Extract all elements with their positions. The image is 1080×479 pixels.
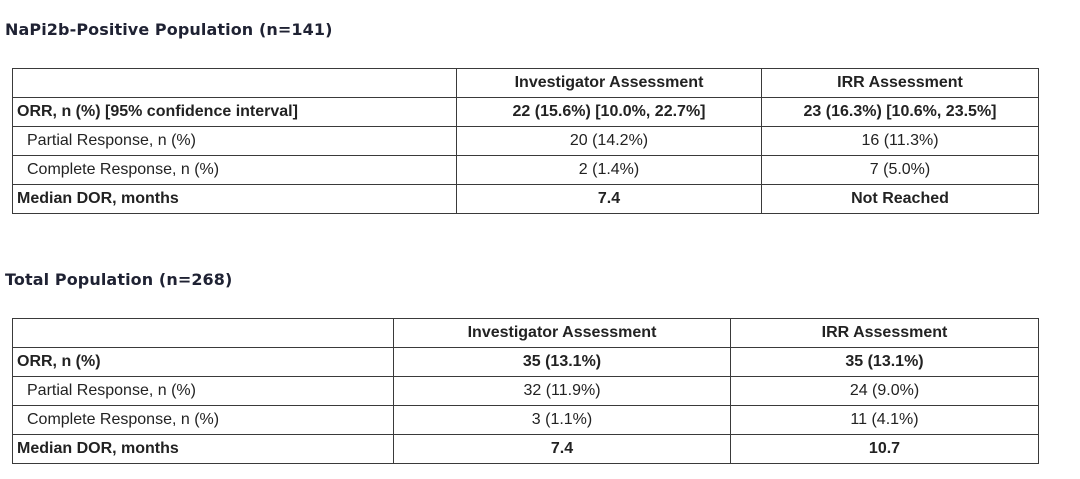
investigator-value: 7.4	[456, 184, 762, 214]
table-row-complete-response: Complete Response, n (%) 2 (1.4%) 7 (5.0…	[12, 155, 1039, 185]
irr-value: 23 (16.3%) [10.6%, 23.5%]	[761, 97, 1039, 127]
row-label: Partial Response, n (%)	[12, 376, 394, 406]
investigator-value: 3 (1.1%)	[393, 405, 731, 435]
header-cell-investigator: Investigator Assessment	[393, 318, 731, 348]
napi2b-results-table: Investigator Assessment IRR Assessment O…	[12, 68, 1039, 214]
table-row-orr: ORR, n (%) [95% confidence interval] 22 …	[12, 97, 1039, 127]
table-row-orr: ORR, n (%) 35 (13.1%) 35 (13.1%)	[12, 347, 1039, 377]
row-label: Median DOR, months	[12, 184, 457, 214]
row-label: ORR, n (%) [95% confidence interval]	[12, 97, 457, 127]
irr-value: 11 (4.1%)	[730, 405, 1039, 435]
header-cell-irr: IRR Assessment	[730, 318, 1039, 348]
table-row-complete-response: Complete Response, n (%) 3 (1.1%) 11 (4.…	[12, 405, 1039, 435]
row-label: ORR, n (%)	[12, 347, 394, 377]
irr-value: 16 (11.3%)	[761, 126, 1039, 156]
row-label: Complete Response, n (%)	[12, 155, 457, 185]
header-cell-empty	[12, 318, 394, 348]
section-title-napi2b: NaPi2b-Positive Population (n=141)	[5, 20, 333, 39]
investigator-value: 35 (13.1%)	[393, 347, 731, 377]
investigator-value: 22 (15.6%) [10.0%, 22.7%]	[456, 97, 762, 127]
investigator-value: 2 (1.4%)	[456, 155, 762, 185]
header-cell-irr: IRR Assessment	[761, 68, 1039, 98]
total-results-table: Investigator Assessment IRR Assessment O…	[12, 318, 1039, 464]
irr-value: 7 (5.0%)	[761, 155, 1039, 185]
table-row-partial-response: Partial Response, n (%) 32 (11.9%) 24 (9…	[12, 376, 1039, 406]
table-row-median-dor: Median DOR, months 7.4 Not Reached	[12, 184, 1039, 214]
irr-value: 10.7	[730, 434, 1039, 464]
table-header-row: Investigator Assessment IRR Assessment	[12, 68, 1039, 98]
table-row-median-dor: Median DOR, months 7.4 10.7	[12, 434, 1039, 464]
investigator-value: 20 (14.2%)	[456, 126, 762, 156]
irr-value: Not Reached	[761, 184, 1039, 214]
row-label: Median DOR, months	[12, 434, 394, 464]
header-cell-investigator: Investigator Assessment	[456, 68, 762, 98]
investigator-value: 32 (11.9%)	[393, 376, 731, 406]
row-label: Complete Response, n (%)	[12, 405, 394, 435]
investigator-value: 7.4	[393, 434, 731, 464]
row-label: Partial Response, n (%)	[12, 126, 457, 156]
irr-value: 24 (9.0%)	[730, 376, 1039, 406]
table-row-partial-response: Partial Response, n (%) 20 (14.2%) 16 (1…	[12, 126, 1039, 156]
section-title-total: Total Population (n=268)	[5, 270, 233, 289]
irr-value: 35 (13.1%)	[730, 347, 1039, 377]
table-header-row: Investigator Assessment IRR Assessment	[12, 318, 1039, 348]
header-cell-empty	[12, 68, 457, 98]
